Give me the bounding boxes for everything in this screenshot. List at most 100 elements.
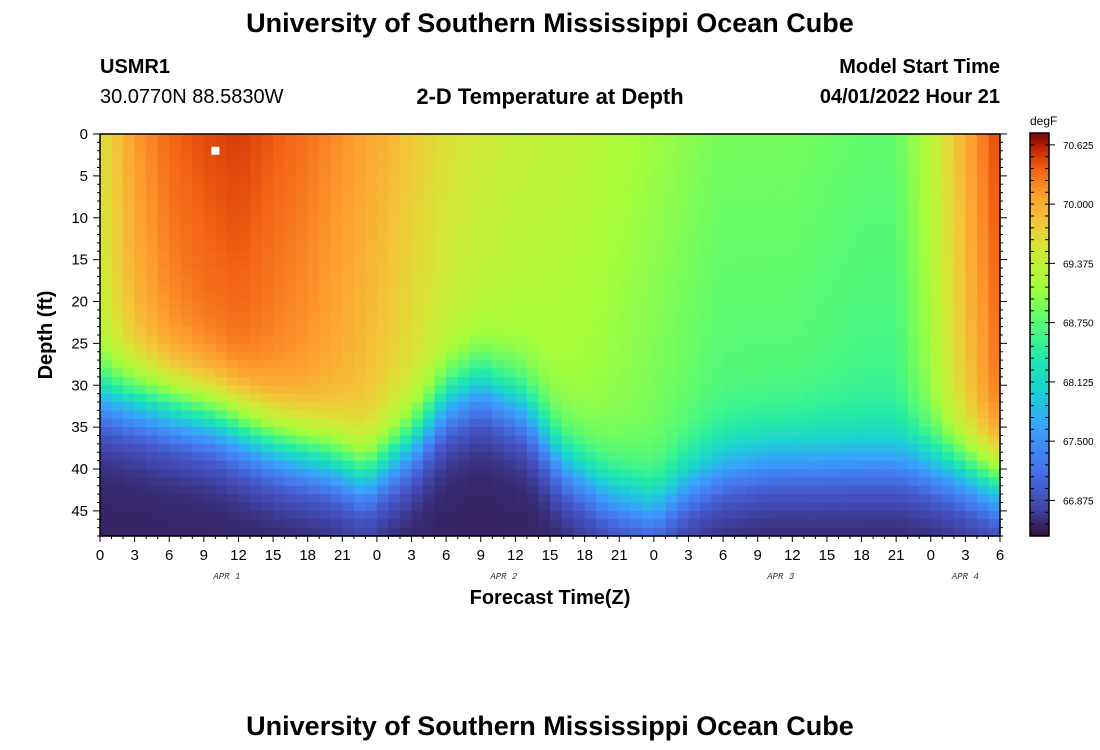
heatmap-cell [561,360,574,370]
heatmap-cell [942,226,955,236]
heatmap-cell [446,443,459,453]
heatmap-cell [711,301,724,311]
heatmap-cell [169,301,182,311]
heatmap-cell [284,142,297,152]
heatmap-cell [826,351,840,361]
heatmap-cell [850,251,863,261]
heatmap-cell [573,326,586,336]
heatmap-cell [203,326,216,336]
heatmap-cell [688,242,701,252]
heatmap-cell [388,201,401,210]
heatmap-cell [238,402,251,411]
heatmap-cell [376,335,390,344]
heatmap-cell [538,167,551,177]
heatmap-cell [723,293,736,303]
heatmap-cell [330,360,343,370]
heatmap-cell [665,427,678,437]
heatmap-cell [365,418,378,428]
heatmap-cell [342,192,355,202]
heatmap-cell [711,309,724,319]
heatmap-cell [907,402,920,411]
heatmap-cell [792,268,805,277]
heatmap-cell [457,410,470,420]
heatmap-cell [261,318,274,328]
heatmap-cell [884,343,897,353]
heatmap-cell [365,519,378,529]
heatmap-cell [411,460,424,470]
heatmap-cell [134,293,147,303]
heatmap-cell [273,410,286,420]
heatmap-cell [388,167,401,177]
heatmap-cell [953,368,966,378]
heatmap-cell [573,167,586,177]
heatmap-cell [480,477,493,487]
heatmap-cell [492,142,505,152]
heatmap-cell [942,435,955,445]
heatmap-cell [400,402,413,411]
heatmap-cell [561,192,574,202]
heatmap-cell [861,301,874,311]
heatmap-cell [457,393,470,403]
heatmap-cell [688,527,701,537]
heatmap-cell [411,376,424,386]
heatmap-cell [434,268,447,277]
heatmap-cell [826,410,840,420]
heatmap-cell [838,527,851,537]
heatmap-cell [746,335,759,344]
heatmap-cell [146,410,159,420]
heatmap-cell [838,393,851,403]
heatmap-cell [538,226,551,236]
heatmap-cell [261,410,274,420]
heatmap-cell [157,142,170,152]
heatmap-cell [423,309,436,319]
heatmap-cell [803,226,816,236]
heatmap-cell [319,159,332,169]
heatmap-cell [734,309,747,319]
heatmap-cell [803,142,816,152]
heatmap-cell [261,360,274,370]
heatmap-cell [250,443,263,453]
heatmap-cell [630,226,643,236]
heatmap-cell [157,167,170,177]
heatmap-cell [423,410,436,420]
heatmap-cell [584,318,597,328]
heatmap-cell [146,351,159,361]
heatmap-cell [446,393,459,403]
heatmap-cell [861,452,874,462]
heatmap-cell [307,494,320,504]
heatmap-cell [711,326,724,336]
heatmap-cell [642,502,655,512]
heatmap-cell [942,343,955,353]
heatmap-cell [330,410,343,420]
heatmap-cell [619,376,632,386]
heatmap-cell [561,234,574,244]
heatmap-cell [850,527,863,537]
station-coordinates: 30.0770N 88.5830W [100,86,284,108]
heatmap-cell [584,343,597,353]
heatmap-cell [365,376,378,386]
heatmap-cell [665,175,678,185]
heatmap-cell [111,309,124,319]
heatmap-cell [146,418,159,428]
heatmap-cell [803,159,816,169]
heatmap-cell [988,519,1001,529]
heatmap-cell [342,502,355,512]
heatmap-cell [423,335,436,344]
heatmap-cell [261,418,274,428]
heatmap-cell [503,301,516,311]
heatmap-cell [873,276,886,286]
heatmap-cell [838,234,851,244]
heatmap-cell [180,502,193,512]
heatmap-cell [815,309,828,319]
heatmap-cell [157,192,170,202]
y-tick-label: 25 [71,335,88,352]
heatmap-cell [757,217,770,227]
heatmap-cell [780,167,793,177]
heatmap-cell [953,527,966,537]
heatmap-cell [157,452,170,462]
heatmap-cell [434,376,447,386]
heatmap-cell [203,376,216,386]
heatmap-cell [134,192,147,202]
heatmap-cell [146,376,159,386]
heatmap-cell [330,502,343,512]
